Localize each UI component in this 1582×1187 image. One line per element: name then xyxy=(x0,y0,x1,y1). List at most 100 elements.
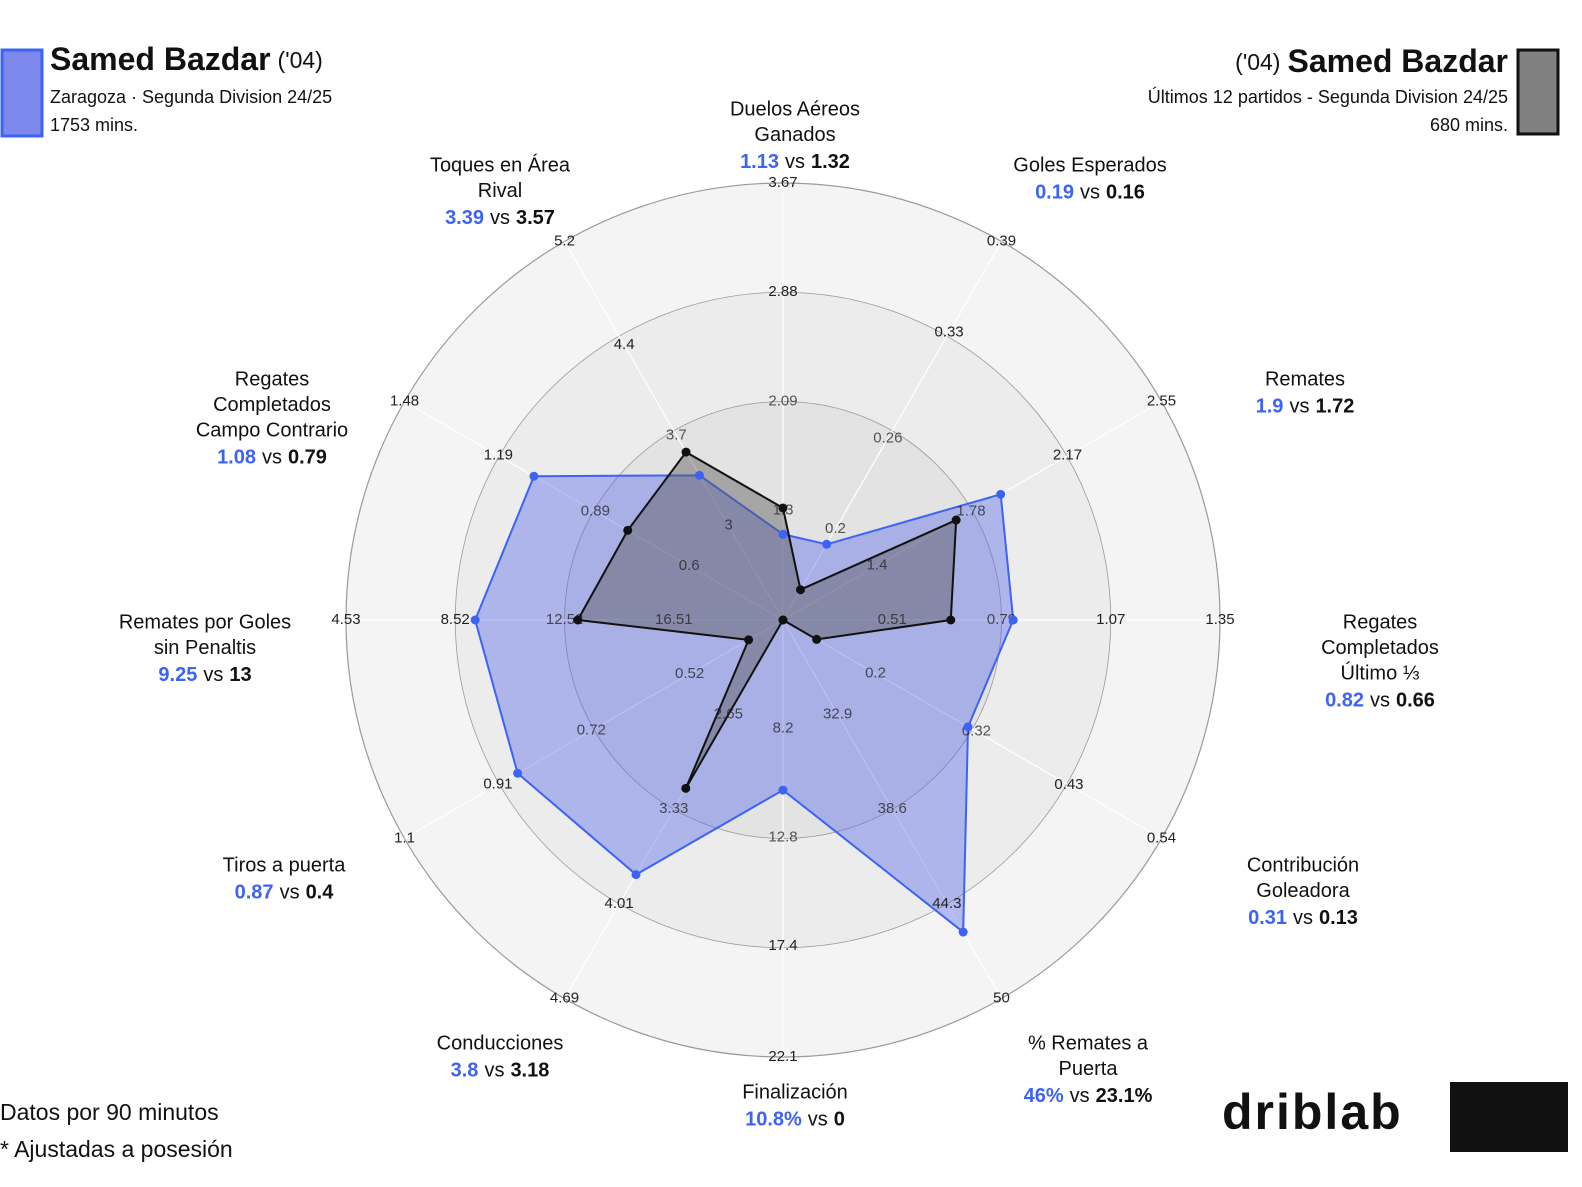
value-b: 1.72 xyxy=(1315,396,1354,418)
data-point xyxy=(744,635,754,645)
tick-label: 0.91 xyxy=(483,776,512,793)
tick-label: 44.3 xyxy=(932,895,961,912)
legend-age: ('04) xyxy=(278,47,323,73)
data-point xyxy=(996,489,1006,499)
spoke xyxy=(404,400,784,621)
axis-values: 1.08 vs 0.79 xyxy=(217,447,327,469)
spoke xyxy=(782,241,1003,621)
tick-label: 1.4 xyxy=(867,557,888,574)
axis-label: Tiros a puerta xyxy=(223,854,347,876)
axis-values: 0.31 vs 0.13 xyxy=(1248,907,1358,929)
data-point xyxy=(778,529,788,539)
legend-context: Zaragoza · Segunda Division 24/25 xyxy=(50,87,332,107)
axis-label: Finalización xyxy=(742,1081,848,1103)
legend-swatch xyxy=(1516,48,1560,136)
value-a: 0.19 xyxy=(1035,182,1074,204)
axis-values: 1.9 vs 1.72 xyxy=(1256,396,1355,418)
axis-values: 46% vs 23.1% xyxy=(1024,1085,1153,1107)
value-b: 3.18 xyxy=(510,1060,549,1082)
tick-label: 0.2 xyxy=(825,520,846,537)
tick-label: 0.26 xyxy=(873,429,902,446)
value-a: 3.8 xyxy=(451,1060,479,1082)
spoke xyxy=(563,241,784,621)
data-point xyxy=(681,447,691,457)
value-a: 3.39 xyxy=(445,207,484,229)
data-point xyxy=(529,471,539,481)
data-point xyxy=(623,525,633,535)
axis-values: 1.13 vs 1.32 xyxy=(740,151,850,173)
data-point xyxy=(963,722,973,732)
separator: vs xyxy=(280,882,300,904)
tick-label: 2.55 xyxy=(1147,392,1176,409)
value-b: 0.79 xyxy=(288,447,327,469)
logo-box xyxy=(1450,1082,1568,1152)
value-b: 13 xyxy=(229,664,251,686)
data-point xyxy=(778,785,788,795)
tick-label: 22.1 xyxy=(768,1048,797,1065)
axis-values: 0.19 vs 0.16 xyxy=(1035,182,1145,204)
legend-age: ('04) xyxy=(1235,49,1280,75)
tick-label: 3.33 xyxy=(659,800,688,817)
tick-label: 5.2 xyxy=(554,233,575,250)
axis-label: Contribución xyxy=(1247,854,1359,876)
axis-label: Remates por Goles xyxy=(119,611,291,633)
tick-label: 2.65 xyxy=(714,706,743,723)
logo-pro: pro xyxy=(1472,1086,1546,1138)
legend-title: ('04) Samed Bazdar xyxy=(1235,43,1508,79)
separator: vs xyxy=(1080,182,1100,204)
separator: vs xyxy=(484,1060,504,1082)
separator: vs xyxy=(808,1109,828,1131)
tick-label: 1.1 xyxy=(394,829,415,846)
tick-label: 0.43 xyxy=(1054,776,1083,793)
tick-label: 17.4 xyxy=(768,937,797,954)
value-a: 0.31 xyxy=(1248,907,1287,929)
data-point xyxy=(694,470,704,480)
value-b: 23.1% xyxy=(1096,1085,1153,1107)
tick-label: 2.88 xyxy=(768,283,797,300)
tick-label: 32.9 xyxy=(823,706,852,723)
legend-minutes: 680 mins. xyxy=(1430,115,1508,135)
tick-label: 4.69 xyxy=(550,989,579,1006)
tick-label: 16.51 xyxy=(655,611,693,628)
data-point xyxy=(812,634,822,644)
data-point xyxy=(631,870,641,880)
separator: vs xyxy=(1293,907,1313,929)
axis-values: 10.8% vs 0 xyxy=(745,1109,845,1131)
value-b: 0.4 xyxy=(306,882,335,904)
axis-label: Ganados xyxy=(754,124,835,146)
tick-label: 4.4 xyxy=(614,336,635,353)
tick-label: 0.33 xyxy=(934,323,963,340)
separator: vs xyxy=(490,207,510,229)
value-a: 0.82 xyxy=(1325,690,1364,712)
legend-context: Últimos 12 partidos - Segunda Division 2… xyxy=(1148,86,1508,107)
tick-label: 1.07 xyxy=(1096,611,1125,628)
axis-values: 3.39 vs 3.57 xyxy=(445,207,555,229)
data-point xyxy=(795,585,805,595)
axis-label: Duelos Aéreos xyxy=(730,98,860,120)
axis-label: Conducciones xyxy=(437,1032,564,1054)
axis-label: Completados xyxy=(213,394,331,416)
value-b: 1.32 xyxy=(811,151,850,173)
axis-values: 0.82 vs 0.66 xyxy=(1325,690,1435,712)
tick-label: 0.54 xyxy=(1147,829,1176,846)
legend-name: Samed Bazdar xyxy=(1287,43,1508,79)
legend-title: Samed Bazdar ('04) xyxy=(50,41,323,77)
spoke xyxy=(404,619,784,840)
tick-label: 3.7 xyxy=(666,426,687,443)
data-point xyxy=(470,615,480,625)
tick-label: 2.17 xyxy=(1053,447,1082,464)
tick-label: 3.67 xyxy=(768,174,797,191)
tick-label: 8.52 xyxy=(441,611,470,628)
axis-values: 0.87 vs 0.4 xyxy=(235,882,335,904)
tick-label: 1.35 xyxy=(1205,611,1234,628)
axis-label: Último ⅓ xyxy=(1341,661,1420,684)
value-a: 46% xyxy=(1024,1085,1064,1107)
axis-label: Puerta xyxy=(1059,1058,1119,1080)
value-b: 0.16 xyxy=(1106,182,1145,204)
axis-label: Goles Esperados xyxy=(1013,154,1166,176)
tick-label: 38.6 xyxy=(878,800,907,817)
data-point xyxy=(513,768,523,778)
separator: vs xyxy=(203,664,223,686)
legend-name: Samed Bazdar xyxy=(50,41,271,77)
